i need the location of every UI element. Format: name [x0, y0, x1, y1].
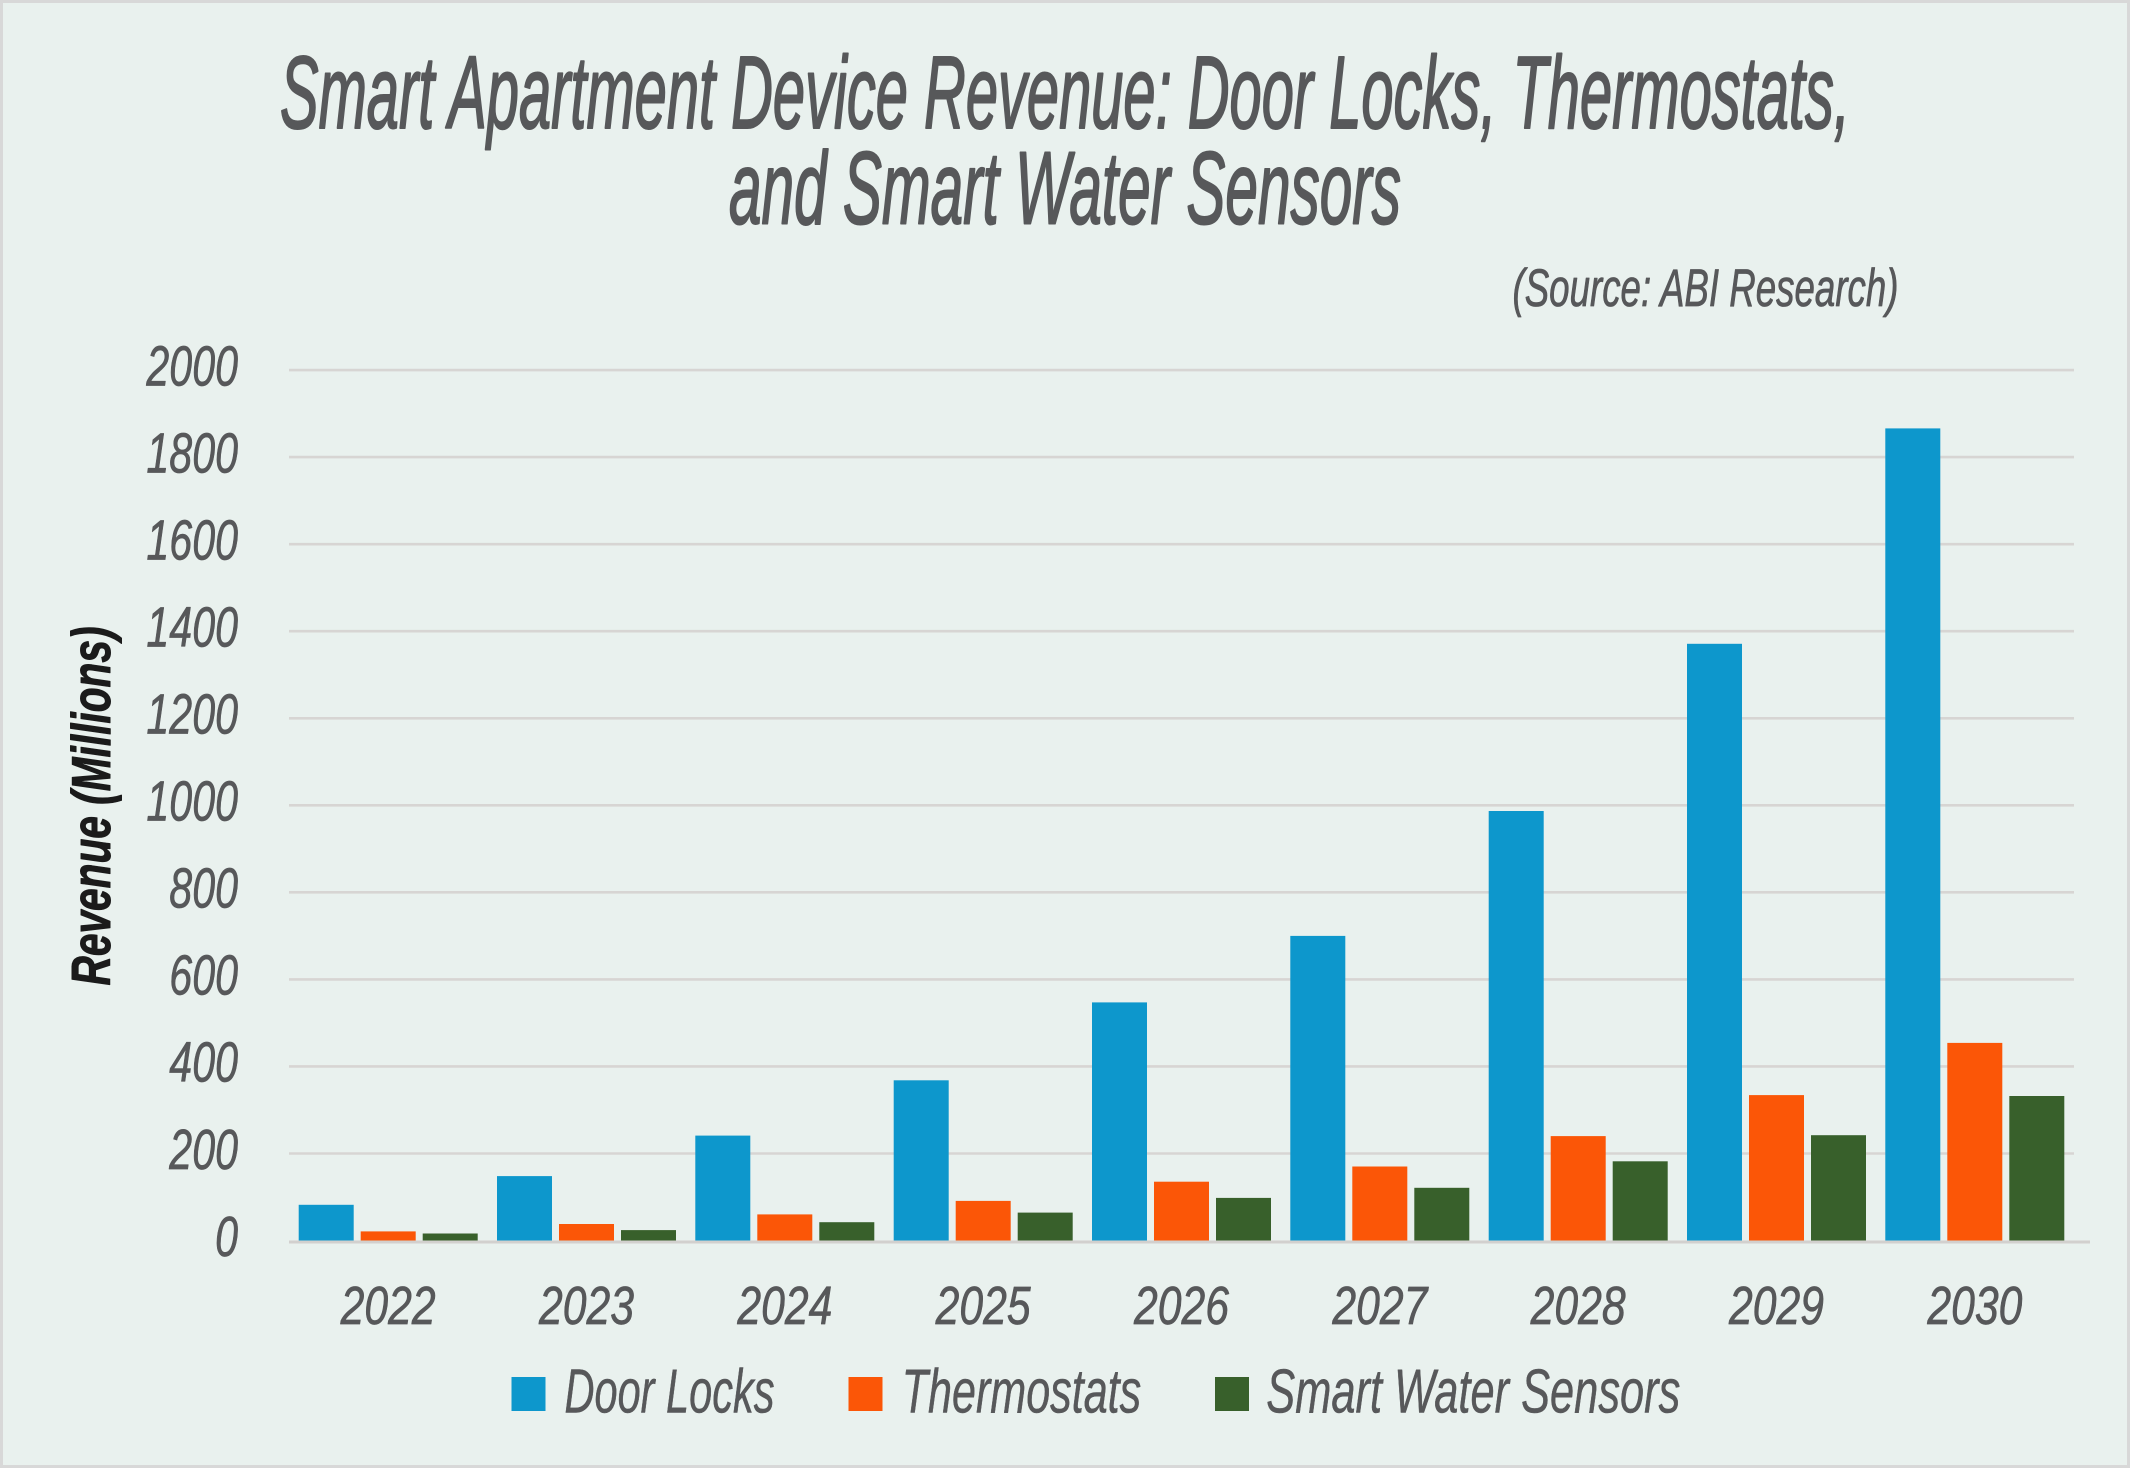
svg-text:1000: 1000 [146, 770, 238, 834]
svg-text:2027: 2027 [1332, 1276, 1429, 1336]
svg-text:1400: 1400 [146, 596, 238, 660]
svg-text:2022: 2022 [340, 1276, 436, 1336]
svg-text:2026: 2026 [1133, 1276, 1230, 1336]
svg-text:1600: 1600 [146, 508, 238, 572]
svg-text:800: 800 [169, 857, 238, 921]
svg-text:2025: 2025 [935, 1276, 1032, 1336]
svg-text:0: 0 [215, 1205, 238, 1269]
svg-text:400: 400 [169, 1031, 238, 1095]
svg-text:Smart Apartment Device Revenue: Smart Apartment Device Revenue: Door Loc… [280, 35, 1850, 150]
svg-text:2023: 2023 [538, 1276, 634, 1336]
svg-text:2028: 2028 [1530, 1276, 1626, 1336]
svg-text:Smart Water Sensors: Smart Water Sensors [1266, 1358, 1680, 1427]
svg-text:Door Locks: Door Locks [565, 1358, 775, 1427]
svg-text:2030: 2030 [1927, 1276, 2023, 1336]
svg-text:and Smart Water Sensors: and Smart Water Sensors [729, 131, 1401, 246]
svg-text:(Source: ABI Research): (Source: ABI Research) [1513, 259, 1899, 318]
svg-text:2024: 2024 [737, 1276, 833, 1336]
svg-text:600: 600 [169, 944, 238, 1008]
svg-text:1800: 1800 [146, 421, 238, 485]
svg-text:Thermostats: Thermostats [902, 1358, 1141, 1427]
svg-text:200: 200 [169, 1118, 239, 1182]
svg-text:2000: 2000 [146, 334, 239, 398]
svg-text:2029: 2029 [1728, 1276, 1824, 1336]
svg-text:1200: 1200 [146, 683, 238, 747]
svg-text:Revenue (Millions): Revenue (Millions) [60, 627, 122, 986]
